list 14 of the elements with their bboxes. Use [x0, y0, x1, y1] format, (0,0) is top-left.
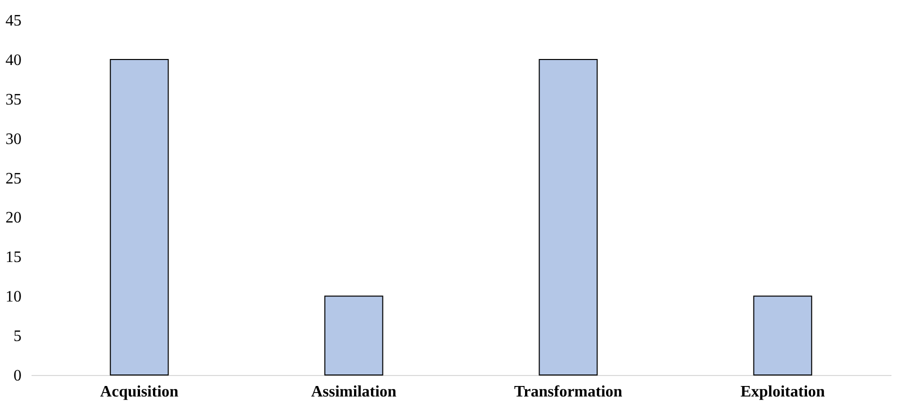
y-tick-label: 35 — [6, 91, 22, 108]
y-tick-label: 30 — [6, 130, 22, 148]
y-tick-label: 5 — [14, 328, 22, 346]
y-tick-label: 45 — [6, 12, 22, 30]
y-tick-label: 15 — [6, 249, 22, 266]
y-tick-label: 20 — [6, 210, 22, 227]
y-tick-label: 10 — [6, 288, 22, 306]
y-tick-label: 25 — [6, 170, 22, 188]
x-tick-label: Exploitation — [740, 384, 826, 400]
x-tick-label: Assimilation — [311, 384, 397, 400]
y-tick-label: 40 — [6, 52, 22, 69]
y-tick-label: 0 — [14, 368, 22, 384]
x-tick-label: Acquisition — [100, 384, 179, 400]
x-tick-label: Transformation — [514, 384, 622, 400]
